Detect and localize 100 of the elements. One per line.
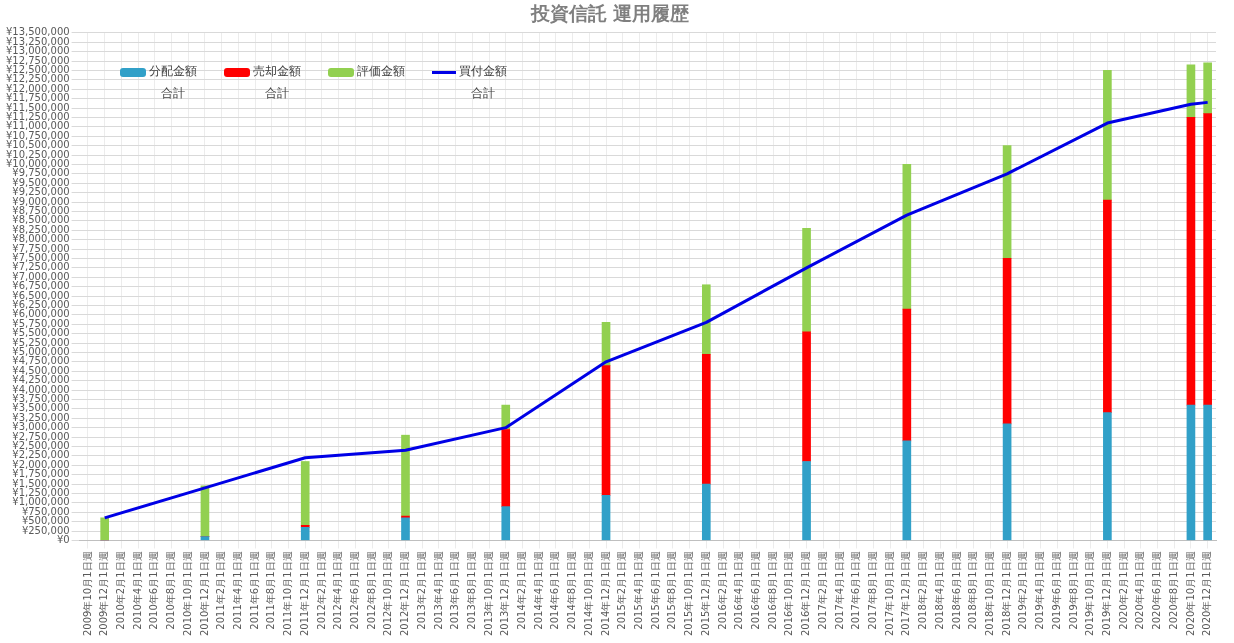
y-tick-label: ¥750,000	[21, 505, 70, 517]
x-tick-label: 2009年10月1日週	[81, 551, 93, 637]
legend-label: 分配金額合計	[148, 63, 198, 102]
y-tick-label: ¥11,750,000	[5, 92, 70, 104]
x-tick-label: 2017年10月1日週	[883, 551, 895, 637]
x-tick-label: 2017年12月1日週	[900, 551, 912, 637]
y-tick-label: ¥6,500,000	[12, 289, 70, 301]
x-tick-label: 2010年4月1日週	[131, 551, 143, 630]
x-tick-label: 2016年2月1日週	[716, 551, 728, 630]
y-tick-label: ¥11,250,000	[5, 111, 70, 122]
y-tick-label: ¥8,250,000	[12, 223, 70, 235]
y-tick-label: ¥1,750,000	[12, 468, 70, 480]
y-tick-label: ¥8,000,000	[12, 233, 70, 245]
x-tick-label: 2015年10月1日週	[683, 551, 695, 637]
x-tick-label: 2014年2月1日週	[516, 551, 528, 630]
y-tick-label: ¥4,250,000	[12, 374, 70, 386]
x-tick-label: 2010年12月1日週	[198, 551, 210, 637]
x-tick-label: 2015年8月1日週	[666, 551, 678, 630]
y-tick-label: ¥5,750,000	[12, 317, 70, 329]
x-tick-label: 2012年2月1日週	[315, 551, 327, 630]
x-tick-label: 2011年6月1日週	[248, 551, 260, 630]
x-tick-label: 2013年2月1日週	[415, 551, 427, 630]
x-tick-label: 2014年6月1日週	[549, 551, 561, 630]
x-tick-label: 2010年6月1日週	[148, 551, 160, 630]
x-tick-label: 2020年6月1日週	[1151, 551, 1163, 630]
x-tick-label: 2020年4月1日週	[1134, 551, 1146, 630]
x-tick-label: 2018年10月1日週	[983, 551, 995, 637]
y-tick-label: ¥9,500,000	[12, 176, 70, 188]
y-tick-label: ¥4,000,000	[12, 383, 70, 395]
y-tick-label: ¥3,250,000	[12, 411, 70, 423]
x-tick-label: 2018年12月1日週	[1000, 551, 1012, 637]
x-tick-label: 2011年2月1日週	[215, 551, 227, 630]
x-tick-label: 2013年6月1日週	[449, 551, 461, 630]
y-tick-label: ¥13,000,000	[5, 45, 70, 57]
y-tick-label: ¥1,500,000	[12, 477, 70, 489]
x-tick-label: 2018年8月1日週	[967, 551, 979, 630]
y-tick-label: ¥6,750,000	[12, 280, 70, 292]
x-tick-label: 2015年4月1日週	[633, 551, 645, 630]
x-tick-label: 2016年4月1日週	[733, 551, 745, 630]
y-tick-label: ¥10,250,000	[5, 148, 70, 160]
x-tick-label: 2017年8月1日週	[867, 551, 879, 630]
x-tick-label: 2020年2月1日週	[1117, 551, 1129, 630]
x-tick-label: 2019年8月1日週	[1067, 551, 1079, 630]
x-tick-label: 2010年2月1日週	[114, 551, 126, 630]
x-tick-label: 2016年8月1日週	[766, 551, 778, 630]
y-tick-label: ¥10,750,000	[5, 129, 70, 141]
x-tick-label: 2012年8月1日週	[365, 551, 377, 630]
y-tick-label: ¥12,500,000	[5, 64, 70, 75]
x-tick-label: 2019年10月1日週	[1084, 551, 1096, 637]
y-tick-label: ¥0	[56, 534, 70, 546]
x-tick-label: 2019年2月1日週	[1017, 551, 1029, 630]
x-tick-label: 2012年10月1日週	[382, 551, 394, 637]
x-tick-label: 2014年12月1日週	[599, 551, 611, 637]
x-tick-label: 2014年8月1日週	[566, 551, 578, 630]
y-tick-label: ¥12,000,000	[5, 82, 70, 94]
x-tick-label: 2012年4月1日週	[332, 551, 344, 630]
y-tick-label: ¥10,500,000	[5, 139, 70, 151]
x-tick-label: 2011年4月1日週	[231, 551, 243, 630]
x-tick-label: 2016年6月1日週	[750, 551, 762, 630]
y-tick-label: ¥7,750,000	[12, 242, 70, 254]
legend-label: 買付金額合計	[458, 63, 508, 102]
y-tick-label: ¥12,750,000	[5, 54, 70, 66]
x-tick-label: 2019年12月1日週	[1100, 551, 1112, 637]
x-tick-label: 2013年10月1日週	[482, 551, 494, 637]
y-tick-label: ¥9,000,000	[12, 195, 70, 207]
y-tick-label: ¥4,500,000	[12, 364, 70, 376]
x-tick-label: 2019年4月1日週	[1034, 551, 1046, 630]
x-tick-label: 2010年10月1日週	[181, 551, 193, 637]
x-tick-label: 2018年2月1日週	[917, 551, 929, 630]
x-tick-label: 2011年10月1日週	[282, 551, 294, 637]
x-tick-label: 2012年6月1日週	[348, 551, 360, 630]
y-tick-label: ¥13,500,000	[5, 26, 70, 38]
x-tick-label: 2019年6月1日週	[1050, 551, 1062, 630]
y-tick-label: ¥5,500,000	[12, 327, 70, 339]
legend-label: 売却金額合計	[252, 63, 302, 102]
y-tick-label: ¥3,000,000	[12, 421, 70, 433]
x-tick-label: 2011年8月1日週	[265, 551, 277, 630]
x-tick-label: 2017年2月1日週	[816, 551, 828, 630]
x-tick-label: 2015年12月1日週	[699, 551, 711, 637]
y-tick-label: ¥2,750,000	[12, 430, 70, 442]
y-tick-label: ¥11,500,000	[5, 101, 70, 113]
x-tick-label: 2016年10月1日週	[783, 551, 795, 637]
x-tick-label: 2011年12月1日週	[298, 551, 310, 637]
x-tick-label: 2015年6月1日週	[649, 551, 661, 630]
x-tick-label: 2018年6月1日週	[950, 551, 962, 630]
y-tick-label: ¥9,250,000	[12, 186, 70, 198]
y-tick-label: ¥500,000	[21, 515, 70, 527]
x-tick-label: 2017年6月1日週	[850, 551, 862, 630]
x-tick-label: 2020年10月1日週	[1184, 551, 1196, 637]
chart-title: 投資信託 運用履歴	[529, 2, 690, 25]
y-tick-label: ¥2,000,000	[12, 458, 70, 470]
x-tick-label: 2014年10月1日週	[582, 551, 594, 637]
y-tick-label: ¥5,250,000	[12, 336, 70, 348]
x-tick-label: 2014年4月1日週	[532, 551, 544, 630]
x-tick-label: 2020年12月1日週	[1201, 551, 1213, 637]
x-tick-label: 2012年12月1日週	[399, 551, 411, 637]
legend-label: 評価金額	[356, 63, 406, 80]
x-tick-label: 2020年8月1日週	[1167, 551, 1179, 630]
x-tick-label: 2013年4月1日週	[432, 551, 444, 630]
x-tick-label: 2009年12月1日週	[98, 551, 110, 637]
